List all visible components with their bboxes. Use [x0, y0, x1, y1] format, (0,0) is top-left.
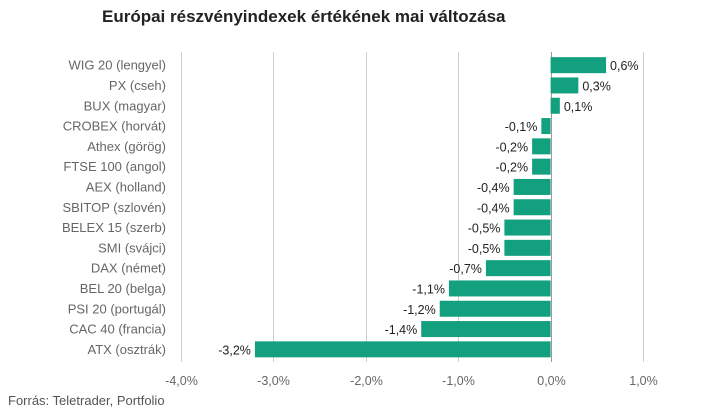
- category-label: WIG 20 (lengyel): [68, 58, 166, 73]
- category-label: ATX (osztrák): [88, 342, 167, 357]
- x-tick-label: 1,0%: [629, 374, 658, 388]
- bar: [550, 77, 579, 94]
- category-label: Athex (görög): [87, 139, 166, 154]
- bar: [532, 158, 551, 175]
- value-label: -1,2%: [403, 303, 436, 317]
- category-label: PX (cseh): [109, 78, 166, 93]
- bar: [254, 341, 551, 358]
- value-label: 0,6%: [610, 59, 639, 73]
- value-label: -1,1%: [412, 282, 445, 296]
- bar-layer: [254, 57, 607, 358]
- chart-title: Európai részvényindexek értékének mai vá…: [102, 7, 506, 26]
- category-label: FTSE 100 (angol): [63, 159, 166, 174]
- bar: [439, 300, 551, 317]
- value-label: -0,4%: [477, 201, 510, 215]
- bar-chart: -4,0% -3,0% -2,0% -1,0% 0,0% 1,0% WIG 20 (leng…: [62, 52, 658, 388]
- bar: [504, 219, 551, 236]
- bar: [550, 97, 560, 114]
- value-label: 0,1%: [564, 100, 593, 114]
- category-label: DAX (német): [91, 261, 166, 276]
- category-label: BEL 20 (belga): [80, 281, 166, 296]
- x-tick-label: 0,0%: [537, 374, 566, 388]
- bar: [532, 138, 551, 155]
- category-label: SBITOP (szlovén): [62, 200, 166, 215]
- value-label: -1,4%: [385, 323, 418, 337]
- category-label: CROBEX (horvát): [63, 119, 166, 134]
- category-label: BELEX 15 (szerb): [62, 220, 166, 235]
- x-tick-label: -4,0%: [165, 374, 198, 388]
- value-label: -0,7%: [449, 262, 482, 276]
- category-label: AEX (holland): [86, 179, 166, 194]
- x-tick-label: -2,0%: [350, 374, 383, 388]
- category-label: PSI 20 (portugál): [68, 301, 166, 316]
- chart-source: Forrás: Teletrader, Portfolio: [8, 393, 165, 408]
- bar: [550, 57, 607, 74]
- category-label: CAC 40 (francia): [69, 322, 166, 337]
- value-label: -0,2%: [495, 161, 528, 175]
- bar: [448, 280, 551, 297]
- value-label: -0,4%: [477, 181, 510, 195]
- label-layer: -4,0% -3,0% -2,0% -1,0% 0,0% 1,0% WIG 20 (leng…: [62, 58, 658, 388]
- value-label: -0,5%: [468, 242, 501, 256]
- bar: [485, 260, 551, 277]
- value-label: -0,2%: [495, 140, 528, 154]
- category-label: BUX (magyar): [84, 98, 166, 113]
- bar: [421, 321, 551, 338]
- bar: [513, 178, 551, 195]
- x-tick-label: -1,0%: [442, 374, 475, 388]
- value-label: 0,3%: [582, 79, 611, 93]
- value-label: -3,2%: [218, 343, 251, 357]
- bar: [504, 239, 551, 256]
- value-label: -0,5%: [468, 222, 501, 236]
- category-label: SMI (svájci): [98, 240, 166, 255]
- value-label: -0,1%: [505, 120, 538, 134]
- bar: [513, 199, 551, 216]
- x-tick-label: -3,0%: [257, 374, 290, 388]
- bar: [541, 118, 551, 135]
